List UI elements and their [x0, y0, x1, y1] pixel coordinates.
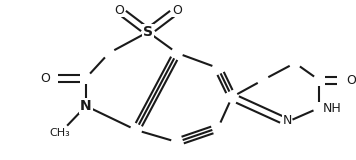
Text: O: O	[172, 4, 182, 16]
Text: O: O	[346, 73, 356, 87]
Text: N: N	[282, 114, 292, 127]
Text: CH₃: CH₃	[49, 128, 70, 138]
Text: N: N	[80, 99, 92, 113]
Text: O: O	[40, 72, 50, 84]
Text: O: O	[114, 4, 124, 16]
Text: NH: NH	[323, 101, 342, 115]
Text: S: S	[143, 25, 153, 39]
